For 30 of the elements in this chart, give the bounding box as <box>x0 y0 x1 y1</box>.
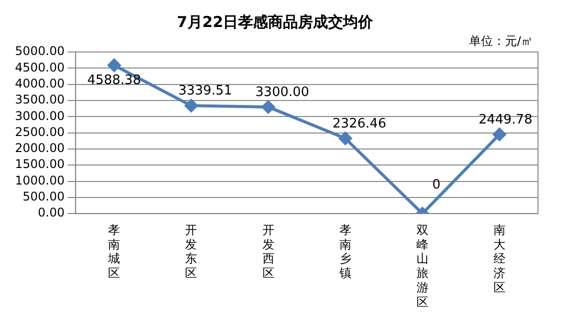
point <box>184 99 198 112</box>
x-tick-label: 开发西区 <box>262 222 274 280</box>
data-label: 2449.78 <box>478 112 532 128</box>
y-tick-label: 1500.00 <box>15 157 65 172</box>
y-tick-label: 4000.00 <box>15 76 65 90</box>
y-tick-label: 5000.00 <box>15 44 65 58</box>
y-tick-label: 2000.00 <box>15 141 65 156</box>
point <box>262 100 275 114</box>
y-tick-label: 4500.00 <box>15 60 65 74</box>
data-label: 4588.38 <box>87 73 142 88</box>
y-tick-label: 3500.00 <box>15 92 65 107</box>
data-label: 3300.00 <box>255 84 310 100</box>
point <box>338 132 352 145</box>
y-tick-label: 3000.00 <box>15 108 65 123</box>
x-tick-label: 南大经济区 <box>493 222 506 295</box>
data-label: 3339.51 <box>178 84 232 99</box>
x-tick-label: 孝南城区 <box>107 222 120 280</box>
point <box>492 128 506 141</box>
x-tick-label: 双峰山旅游区 <box>416 222 428 309</box>
x-tick-label: 孝南乡镇 <box>338 222 352 280</box>
y-tick-label: 1000.00 <box>15 173 65 188</box>
data-label: 0 <box>432 177 441 192</box>
y-tick-label: 2500.00 <box>15 124 65 139</box>
point <box>108 58 121 72</box>
y-tick-label: 500.00 <box>22 190 65 204</box>
data-label: 2326.46 <box>332 116 386 132</box>
x-tick-label: 开发东区 <box>185 222 198 280</box>
chart-title: 7月22日孝感商品房成交均价 <box>176 12 374 31</box>
text: 单位：元/㎡ <box>468 34 533 48</box>
y-tick-label: 0.00 <box>38 206 65 220</box>
